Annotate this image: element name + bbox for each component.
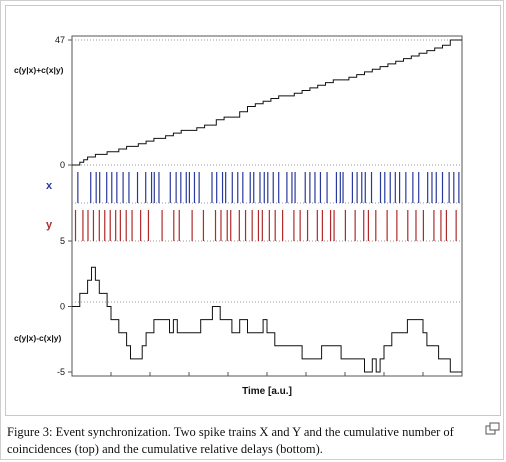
enlarge-icon[interactable] bbox=[485, 422, 501, 436]
y-tick-label-bottom: 0 bbox=[60, 302, 65, 312]
y-tick-label-top: 47 bbox=[55, 35, 65, 45]
figure-caption: Figure 3: Event synchronization. Two spi… bbox=[7, 425, 454, 456]
figure: 0 47 c(y|x)+c(x|y) x y 5 0 -5 c(y|x)-c(x|y) Time … bbox=[5, 5, 501, 416]
cumulative-delays-line bbox=[72, 266, 462, 373]
cumulative-coincidences-line bbox=[72, 39, 462, 166]
y-tick-label-bottom: -5 bbox=[57, 367, 65, 377]
spike-train-x-label: x bbox=[46, 180, 53, 192]
x-axis-label: Time [a.u.] bbox=[242, 386, 292, 397]
event-synchronization-chart: 0 47 c(y|x)+c(x|y) x y5 0 -5 c(y|x)-c(x|y) Time … bbox=[14, 35, 463, 397]
spike-train-y-label: y bbox=[46, 219, 53, 231]
y-tick-label-top: 0 bbox=[60, 160, 65, 170]
bottom-panel-ylabel: c(y|x)-c(x|y) bbox=[14, 333, 61, 343]
y-tick-label-bottom: 5 bbox=[60, 236, 65, 246]
top-panel-ylabel: c(y|x)+c(x|y) bbox=[14, 65, 64, 75]
